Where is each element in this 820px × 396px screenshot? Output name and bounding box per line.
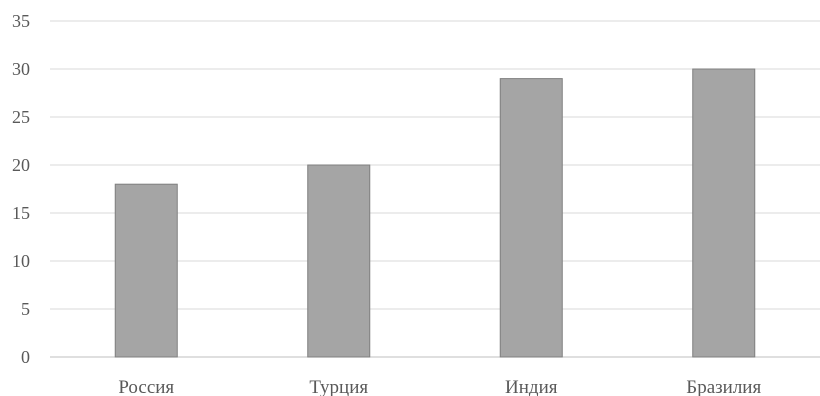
y-tick-label: 25: [12, 107, 30, 127]
y-tick-label: 5: [21, 299, 30, 319]
bar-1: [114, 183, 178, 358]
y-tick-label: 20: [12, 155, 30, 175]
y-tick-label: 0: [21, 347, 30, 367]
y-tick-label: 35: [12, 11, 30, 31]
bar-3: [499, 78, 563, 358]
y-tick-label: 15: [12, 203, 30, 223]
x-category-label: Россия: [118, 377, 174, 396]
y-tick-label: 30: [12, 59, 30, 79]
x-category-label: Индия: [505, 377, 558, 396]
bar-4: [692, 68, 756, 358]
bar-2: [307, 164, 371, 358]
y-tick-label: 10: [12, 251, 30, 271]
x-category-label: Турция: [309, 377, 368, 396]
x-category-label: Бразилия: [686, 377, 761, 396]
